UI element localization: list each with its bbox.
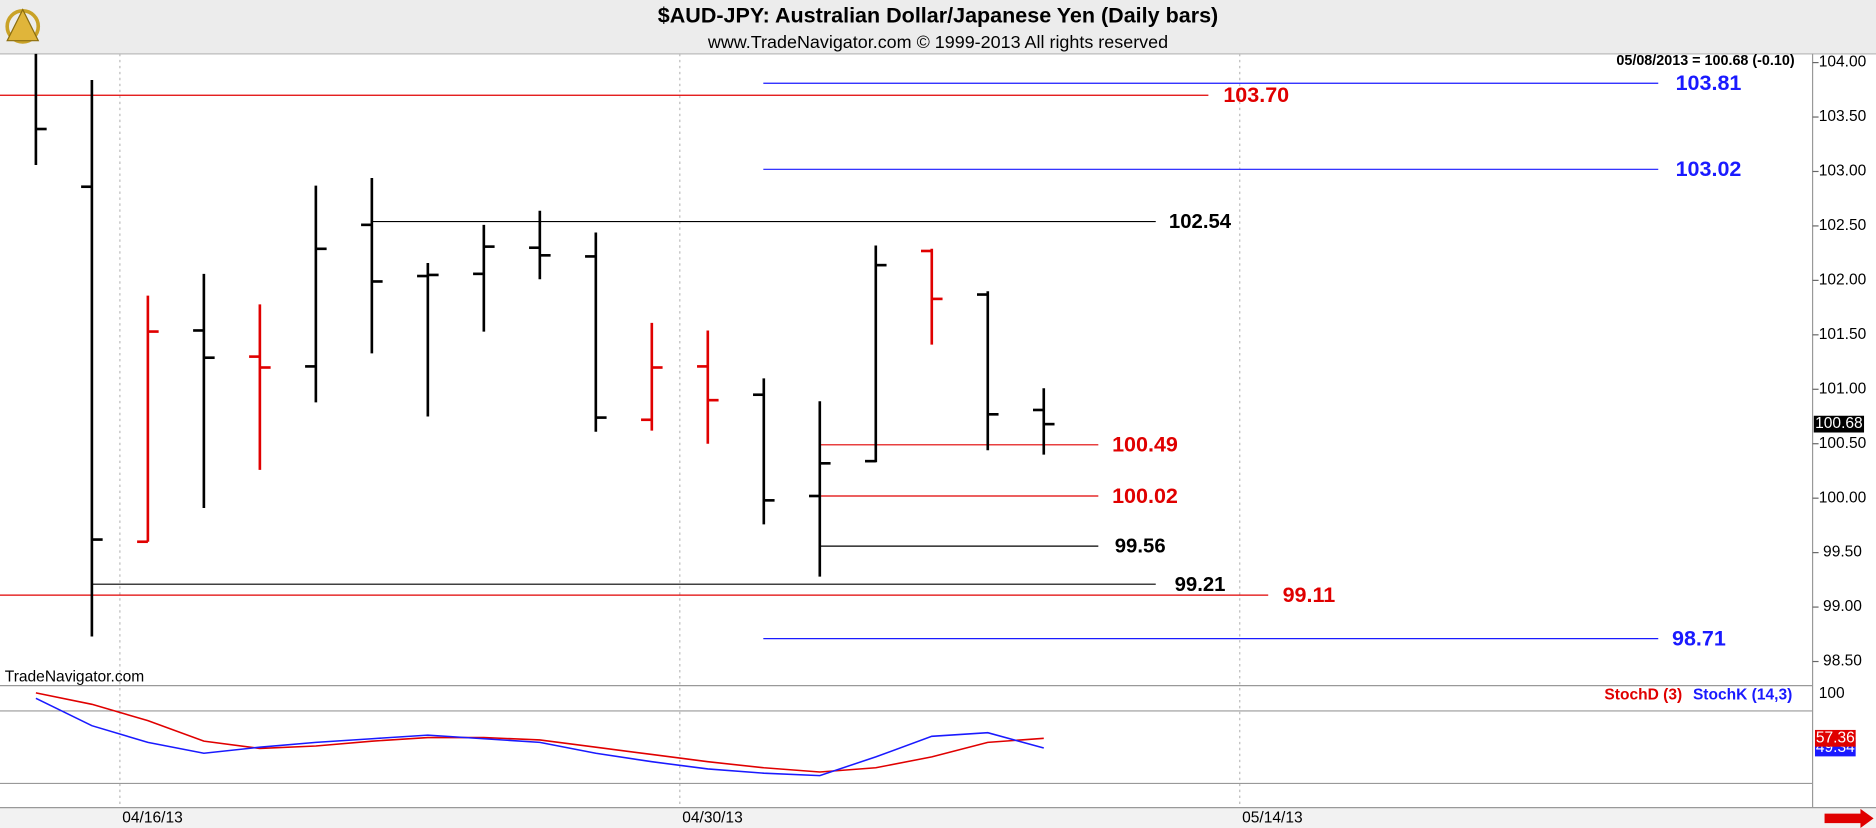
date-band xyxy=(0,807,1876,828)
level-label: 103.81 xyxy=(1676,71,1742,95)
legend-label: StochD (3) xyxy=(1604,686,1682,703)
y-tick-label: 101.50 xyxy=(1819,326,1867,343)
legend-label: StochK (14,3) xyxy=(1693,686,1792,703)
chart-title: $AUD-JPY: Australian Dollar/Japanese Yen… xyxy=(658,3,1218,27)
level-label: 99.21 xyxy=(1175,574,1226,596)
scroll-arrow[interactable] xyxy=(1824,808,1874,828)
level-label: 99.56 xyxy=(1115,536,1166,558)
y-tick-label: 103.00 xyxy=(1819,163,1867,180)
level-label: 98.71 xyxy=(1672,627,1726,651)
header-band xyxy=(0,0,1876,54)
stoch-line xyxy=(35,697,1044,777)
y-tick-label: 99.00 xyxy=(1823,598,1862,615)
last-value-box xyxy=(1814,729,1856,747)
y-tick-label: 102.50 xyxy=(1819,217,1867,234)
x-tick-label: 05/14/13 xyxy=(1242,810,1303,827)
y-tick-label: 99.50 xyxy=(1823,544,1862,561)
last-price-box xyxy=(1813,415,1865,433)
y-tick-label: 98.50 xyxy=(1823,653,1862,670)
x-tick-label: 04/16/13 xyxy=(122,810,183,827)
level-label: 99.11 xyxy=(1283,583,1336,607)
y-tick-label: 103.50 xyxy=(1819,108,1867,125)
last-price-label: 100.68 xyxy=(1815,415,1863,432)
watermark: TradeNavigator.com xyxy=(5,668,144,685)
stoch-line xyxy=(35,692,1044,773)
y-tick-label: 102.00 xyxy=(1819,271,1867,288)
y-tick-label: 100.00 xyxy=(1819,489,1867,506)
level-label: 102.54 xyxy=(1169,211,1232,233)
level-label: 103.02 xyxy=(1676,157,1742,181)
level-label: 100.49 xyxy=(1112,433,1178,457)
chart-subtitle: www.TradeNavigator.com © 1999-2013 All r… xyxy=(707,32,1168,52)
y-tick-label: 101.00 xyxy=(1819,380,1867,397)
y-tick-label: 104.00 xyxy=(1819,54,1867,71)
level-label: 103.70 xyxy=(1223,83,1289,107)
y2-tick-label: 100 xyxy=(1819,685,1845,702)
header-note: 05/08/2013 = 100.68 (-0.10) xyxy=(1616,53,1794,69)
level-label: 100.02 xyxy=(1112,484,1178,508)
last-value-label: 57.36 xyxy=(1816,729,1855,746)
y-tick-label: 100.50 xyxy=(1819,435,1867,452)
logo xyxy=(5,8,41,44)
x-tick-label: 04/30/13 xyxy=(682,810,743,827)
